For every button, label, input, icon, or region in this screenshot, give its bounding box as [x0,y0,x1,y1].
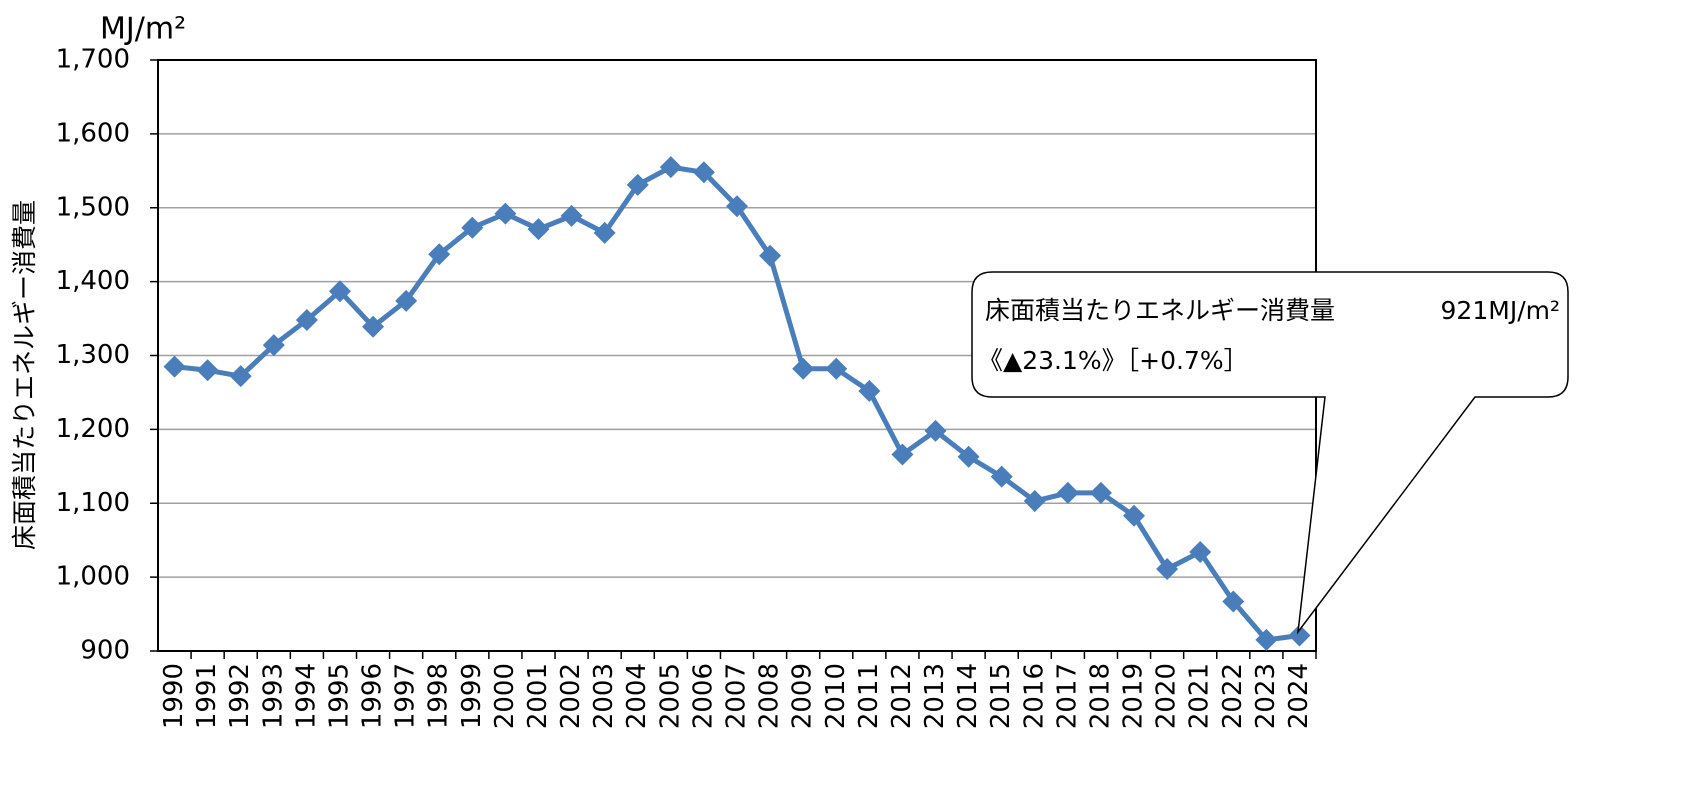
y-tick-label: 1,500 [56,192,130,222]
marker [527,218,550,241]
y-axis-label: 床面積当たりエネルギー消費量 [10,200,39,550]
x-tick-label: 2006 [688,663,718,729]
series-line [174,164,1300,643]
x-tick-label: 2002 [556,663,586,729]
y-tick-label: 900 [80,636,130,666]
x-tick-label: 2010 [821,663,851,729]
y-tick-label: 1,600 [56,118,130,148]
x-tick-label: 2007 [722,663,752,729]
marker [924,419,947,442]
x-tick-label: 1999 [457,663,487,729]
unit-label: MJ/m² [100,12,186,47]
marker [262,334,285,357]
marker [659,156,682,179]
marker [163,355,186,378]
annotation-text: 《▲23.1%》［+0.7%］ [978,346,1249,375]
y-tick-label: 1,700 [56,45,130,75]
marker [626,173,649,196]
x-tick-label: 2022 [1218,663,1248,729]
marker [1156,557,1179,580]
marker [1189,541,1212,564]
y-tick-label: 1,000 [56,562,130,592]
y-tick-label: 1,400 [56,266,130,296]
x-tick-label: 2023 [1251,663,1281,729]
x-tick-label: 2013 [920,663,950,729]
x-tick-label: 2021 [1185,663,1215,729]
marker [1222,590,1245,613]
x-tick-label: 2004 [622,663,652,729]
x-tick-label: 2018 [1085,663,1115,729]
x-tick-label: 2017 [1052,663,1082,729]
marker [1123,504,1146,527]
annotation-text: 921MJ/m² [1441,296,1560,325]
x-tick-label: 1996 [358,663,388,729]
marker [461,216,484,239]
marker [990,465,1013,488]
marker [759,244,782,267]
marker [1255,628,1278,651]
x-tick-label: 1995 [324,663,354,729]
x-tick-label: 2011 [854,663,884,729]
x-tick-label: 2001 [523,663,553,729]
marker [295,309,318,332]
x-tick-label: 1991 [192,663,222,729]
x-tick-label: 2014 [953,663,983,729]
marker [1056,481,1079,504]
x-tick-label: 2008 [755,663,785,729]
marker [825,357,848,380]
x-tick-label: 2012 [887,663,917,729]
marker [395,289,418,312]
annotation-text: 床面積当たりエネルギー消費量 [985,296,1335,325]
x-tick-label: 1993 [258,663,288,729]
x-tick-label: 2015 [986,663,1016,729]
marker [1023,490,1046,513]
marker [328,280,351,303]
x-tick-label: 1998 [424,663,454,729]
y-tick-label: 1,100 [56,488,130,518]
y-tick-label: 1,200 [56,414,130,444]
marker [593,221,616,244]
marker [229,365,252,388]
marker [196,359,219,382]
x-tick-label: 1994 [291,663,321,729]
marker [692,161,715,184]
callout [971,271,1569,635]
x-tick-label: 2020 [1152,663,1182,729]
marker [1288,624,1311,647]
marker [792,357,815,380]
x-tick-label: 2016 [1019,663,1049,729]
x-tick-label: 2000 [490,663,520,729]
marker [726,195,748,218]
marker [362,315,385,338]
x-tick-label: 2003 [589,663,619,729]
marker [858,379,881,402]
marker [560,204,583,227]
marker [957,445,980,468]
x-tick-label: 2009 [788,663,818,729]
x-tick-label: 2019 [1119,663,1149,729]
marker [1089,481,1112,504]
x-tick-label: 1997 [391,663,421,729]
marker [494,202,517,225]
y-tick-label: 1,300 [56,340,130,370]
x-tick-label: 1992 [225,663,255,729]
marker [891,443,914,466]
x-tick-label: 2024 [1284,663,1314,729]
plot-area: 900 1,000 1,100 1,200 1,300 1,400 1,500 1,600 1,… [56,45,1317,729]
marker [428,243,451,266]
x-tick-label: 1990 [159,663,189,729]
x-tick-label: 2005 [655,663,685,729]
